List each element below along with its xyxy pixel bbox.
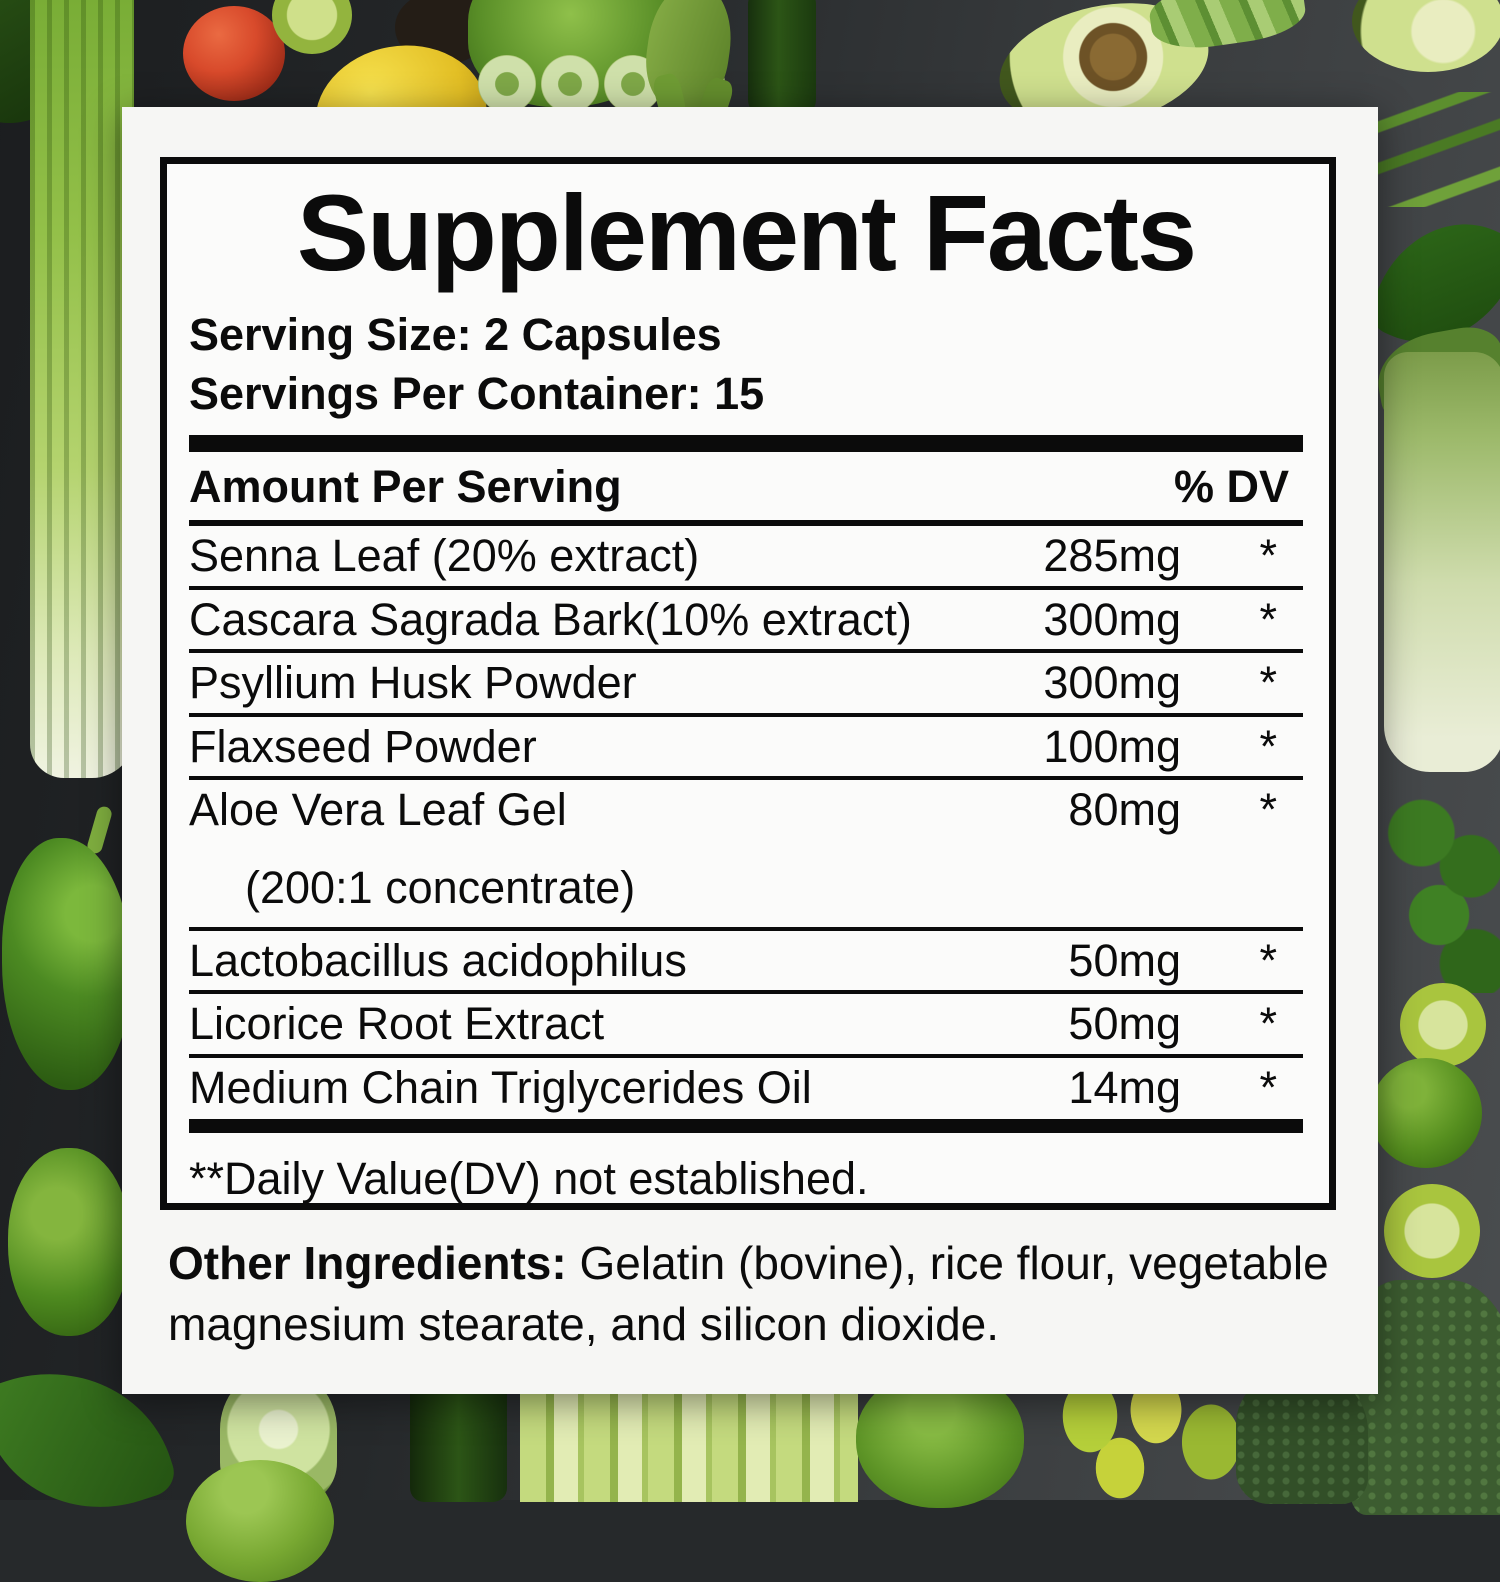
supplement-facts-title: Supplement Facts (296, 172, 1197, 293)
green-bell-pepper-icon (2, 838, 132, 1090)
percent-dv-header: % DV (1173, 461, 1289, 513)
bok-choy-stalk-icon (1384, 352, 1500, 772)
other-ingredients-label: Other Ingredients: (168, 1237, 567, 1289)
ingredient-amount: 100mg (1043, 720, 1181, 772)
amount-per-serving-header: Amount Per Serving (189, 461, 622, 513)
ingredient-name: Medium Chain Triglycerides Oil (189, 1061, 812, 1113)
other-ingredients-text: Gelatin (bovine), rice flour, vegetable … (168, 1237, 1329, 1350)
daily-value-footnote: **Daily Value(DV) not established. (189, 1153, 869, 1205)
ingredient-name: Cascara Sagrada Bark(10% extract) (189, 593, 912, 645)
ingredient-amount: 50mg (1068, 998, 1181, 1050)
ingredient-amount: 300mg (1043, 593, 1181, 645)
celery-stalk-icon (30, 0, 134, 778)
thick-divider (189, 1119, 1303, 1134)
lime-icon (1370, 1058, 1482, 1168)
table-row: Lactobacillus acidophilus 50mg * (189, 931, 1303, 995)
thick-divider (189, 435, 1303, 453)
header-divider (189, 520, 1303, 527)
ingredient-name: Licorice Root Extract (189, 998, 605, 1050)
ingredient-name: Senna Leaf (20% extract) (189, 530, 700, 582)
ingredient-dv: * (1259, 934, 1277, 986)
serving-size: Serving Size: 2 Capsules (189, 309, 722, 361)
table-row: Cascara Sagrada Bark(10% extract) 300mg … (189, 590, 1303, 654)
green-apple-icon (186, 1460, 334, 1582)
table-row: Licorice Root Extract 50mg * (189, 994, 1303, 1058)
pepper-stem-icon (85, 804, 114, 856)
ingredient-amount: 50mg (1068, 934, 1181, 986)
ingredient-amount: 285mg (1043, 530, 1181, 582)
lime-slice-icon (1384, 1184, 1480, 1278)
table-header-row: Amount Per Serving % DV (189, 452, 1303, 520)
avocado-half-icon (1352, 0, 1500, 72)
cilantro-icon (1386, 798, 1500, 993)
ingredient-name-line2: (200:1 concentrate) (245, 862, 636, 914)
other-ingredients: Other Ingredients: Gelatin (bovine), ric… (168, 1233, 1348, 1354)
ingredient-dv: * (1259, 1061, 1277, 1113)
table-row: Aloe Vera Leaf Gel 80mg * (200:1 concent… (189, 780, 1303, 931)
ingredient-dv: * (1259, 720, 1277, 772)
lime-icon (8, 1148, 130, 1336)
ingredient-dv: * (1259, 784, 1277, 836)
broccoli-icon (1236, 1372, 1368, 1504)
ingredient-amount: 80mg (1068, 784, 1181, 836)
supplement-facts-box: Supplement Facts Serving Size: 2 Capsule… (160, 157, 1336, 1210)
ingredient-dv: * (1259, 998, 1277, 1050)
ingredient-dv: * (1259, 530, 1277, 582)
supplement-facts-panel: Supplement Facts Serving Size: 2 Capsule… (122, 107, 1378, 1394)
table-row: Psyllium Husk Powder 300mg * (189, 653, 1303, 717)
lime-slice-icon (1400, 983, 1486, 1067)
table-row: Senna Leaf (20% extract) 285mg * (189, 526, 1303, 590)
ingredient-name: Lactobacillus acidophilus (189, 934, 687, 986)
tomato-icon (183, 6, 285, 101)
ingredient-dv: * (1259, 657, 1277, 709)
ingredient-amount: 300mg (1043, 657, 1181, 709)
ingredient-name: Psyllium Husk Powder (189, 657, 637, 709)
zucchini-icon (748, 0, 816, 116)
table-row: Medium Chain Triglycerides Oil 14mg * (189, 1058, 1303, 1117)
ingredient-name: Aloe Vera Leaf Gel (189, 784, 567, 836)
ingredient-amount: 14mg (1068, 1061, 1181, 1113)
scallions-icon (1365, 92, 1500, 207)
table-row: Flaxseed Powder 100mg * (189, 717, 1303, 781)
ingredient-name: Flaxseed Powder (189, 720, 537, 772)
servings-per-container: Servings Per Container: 15 (189, 367, 765, 419)
ingredient-dv: * (1259, 593, 1277, 645)
